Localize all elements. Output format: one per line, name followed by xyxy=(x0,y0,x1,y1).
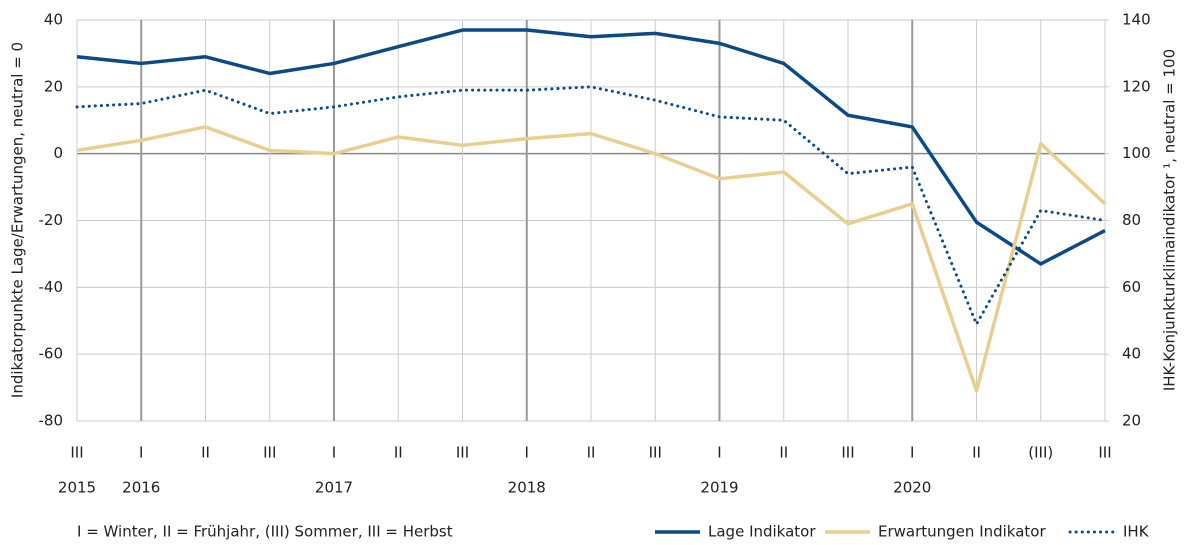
line-series xyxy=(76,125,1107,393)
year-label: 2017 xyxy=(315,479,353,497)
y2-tick-label: 120 xyxy=(1122,77,1151,95)
x-tick-label: II xyxy=(201,444,210,462)
y2-tick-label: 20 xyxy=(1122,412,1141,430)
x-tick-label: (III) xyxy=(1028,444,1053,462)
y2-tick-label: 60 xyxy=(1122,278,1141,296)
y2-tick-label: 100 xyxy=(1122,144,1151,162)
y-tick-label: 20 xyxy=(44,77,63,95)
year-label: 2016 xyxy=(122,479,160,497)
x-tick-label: III xyxy=(649,444,662,462)
note: I = Winter, II = Frühjahr, (III) Sommer,… xyxy=(77,523,453,541)
year-label: 2019 xyxy=(700,479,738,497)
x-tick-label: I xyxy=(525,444,529,462)
legend-label: Lage Indikator xyxy=(708,523,816,541)
year-label: 2015 xyxy=(58,479,96,497)
line-series xyxy=(76,28,1106,266)
x-tick-label: I xyxy=(332,444,336,462)
x-tick-label: III xyxy=(841,444,854,462)
x-tick-label: I xyxy=(910,444,914,462)
y2-axis-label: IHK-Konjunkturklimaindikator ¹, neutral … xyxy=(1161,49,1179,391)
legend-label: IHK xyxy=(1123,523,1150,541)
year-label: 2020 xyxy=(893,479,931,497)
line-series xyxy=(75,85,1107,326)
legend-label: Erwartungen Indikator xyxy=(878,523,1046,541)
x-tick-label: II xyxy=(394,444,403,462)
y2-tick-label: 80 xyxy=(1122,211,1141,229)
x-tick-label: II xyxy=(972,444,981,462)
y2-tick-label: 140 xyxy=(1122,11,1151,29)
y2-tick-label: 40 xyxy=(1122,345,1141,363)
y-tick-label: -80 xyxy=(39,412,64,430)
x-tick-label: III xyxy=(1098,444,1111,462)
x-tick-label: I xyxy=(717,444,721,462)
x-tick-label: III xyxy=(456,444,469,462)
y-tick-label: 40 xyxy=(44,11,63,29)
x-tick-label: III xyxy=(263,444,276,462)
x-tick-label: II xyxy=(587,444,596,462)
x-tick-label: II xyxy=(779,444,788,462)
y-tick-label: 0 xyxy=(53,144,63,162)
y-tick-label: -20 xyxy=(39,211,64,229)
x-tick-label: I xyxy=(139,444,143,462)
year-label: 2018 xyxy=(508,479,546,497)
y-axis-label: Indikatorpunkte Lage/Erwartungen, neutra… xyxy=(9,42,27,398)
y-tick-label: -60 xyxy=(39,345,64,363)
x-tick-label: III xyxy=(70,444,83,462)
y-tick-label: -40 xyxy=(39,278,64,296)
